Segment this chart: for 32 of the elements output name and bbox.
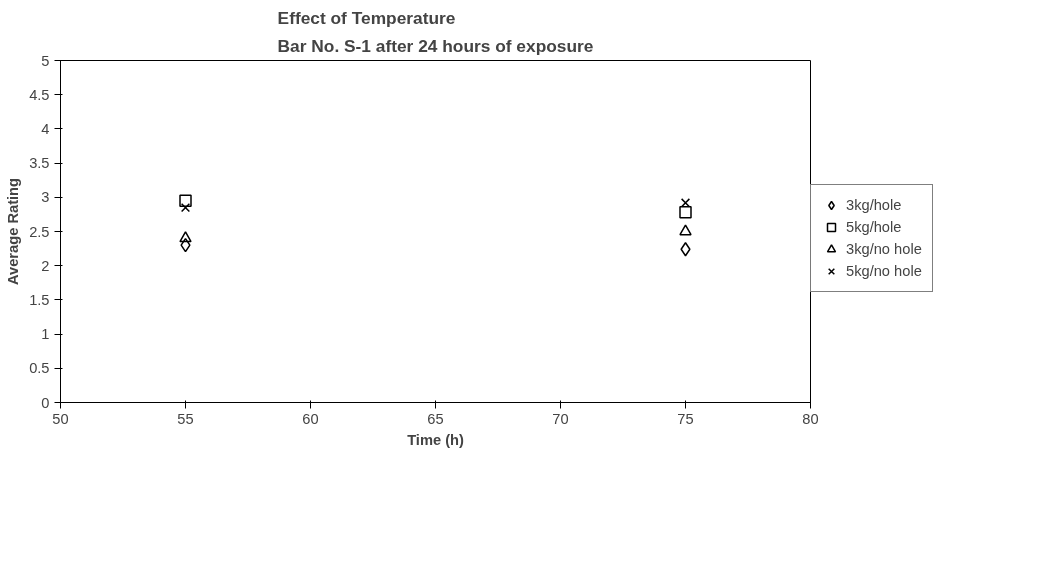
chart-title: Effect of Temperature Bar No. S-1 after 24 hours of exposure: [277, 7, 594, 56]
legend-label: 5kg/no hole: [846, 263, 922, 279]
point: [680, 198, 691, 208]
y-tick-label: 2: [41, 257, 50, 274]
x-tick-label: 80: [802, 410, 819, 427]
y-axis-title: Average Rating: [5, 178, 22, 285]
y-tick-label: 3: [41, 189, 50, 206]
y-tick-label: 5: [41, 52, 50, 69]
y-tick-label: 0.5: [29, 360, 50, 377]
y-tick-label: 4: [41, 120, 50, 137]
point: [179, 231, 192, 243]
point: [679, 206, 692, 219]
x-tick-label: 55: [177, 410, 194, 427]
x-tick-label: 60: [302, 410, 319, 427]
point: [179, 194, 192, 207]
point: [680, 242, 691, 257]
legend-label: 3kg/no hole: [846, 241, 922, 257]
legend-label: 3kg/hole: [846, 197, 902, 213]
x-tick-label: 75: [677, 410, 694, 427]
x-axis-title: Time (h): [407, 431, 464, 448]
legend-label: 5kg/hole: [846, 219, 902, 235]
y-tick-label: 1.5: [29, 291, 50, 308]
y-tick-label: 3.5: [29, 155, 50, 172]
y-tick-label: 0: [41, 394, 50, 411]
x-tick-label: 70: [552, 410, 569, 427]
y-tick-label: 2.5: [29, 223, 50, 240]
x-tick-label: 50: [52, 410, 69, 427]
point: [679, 224, 692, 236]
y-tick-label: 1: [41, 326, 50, 343]
x-tick-label: 65: [427, 410, 444, 427]
y-tick-label: 4.5: [29, 86, 50, 103]
point: [180, 202, 191, 213]
